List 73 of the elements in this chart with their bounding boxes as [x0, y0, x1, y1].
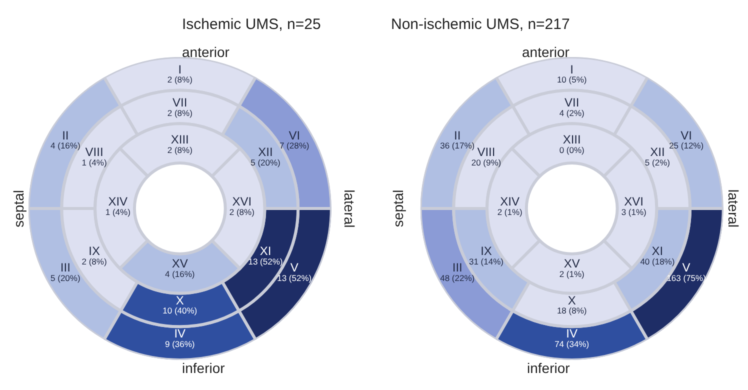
data-label: 1 (4%): [105, 206, 131, 217]
data-label: 5 (2%): [644, 157, 670, 168]
category-label: VII: [172, 96, 188, 110]
category-label: X: [176, 293, 184, 308]
data-label: 10 (5%): [556, 74, 587, 85]
text: inferior: [527, 360, 570, 376]
data-label: 0 (0%): [559, 144, 585, 155]
category-label: XVI: [624, 194, 644, 208]
category-label: XII: [258, 145, 273, 160]
category-label: VIII: [85, 145, 104, 160]
text: Non-ischemic UMS, n=217: [391, 16, 570, 33]
data-label: 20 (9%): [471, 157, 502, 168]
category-label: XV: [564, 256, 580, 270]
data-label: 9 (36%): [165, 339, 195, 350]
data-label: 2 (8%): [167, 74, 193, 85]
category-label: XIV: [108, 194, 128, 208]
text: septal: [10, 190, 26, 228]
category-label: I: [178, 62, 182, 76]
data-label: 2 (8%): [82, 256, 107, 266]
category-label: XV: [172, 256, 188, 270]
category-label: V: [682, 260, 690, 275]
category-label: XI: [260, 244, 272, 258]
text: lateral: [726, 189, 742, 228]
data-label: 2 (8%): [167, 144, 193, 155]
data-label: 31 (14%): [468, 256, 504, 266]
data-label: 36 (17%): [440, 140, 475, 151]
text: Ischemic UMS, n=25: [182, 16, 321, 33]
data-label: 18 (8%): [556, 306, 587, 316]
text: inferior: [182, 360, 226, 376]
category-label: VI: [680, 128, 692, 142]
data-label: 4 (2%): [559, 108, 585, 118]
category-label: IV: [174, 326, 186, 341]
category-label: II: [62, 128, 69, 142]
data-label: 2 (1%): [559, 268, 585, 279]
category-label: II: [454, 128, 461, 142]
data-label: 5 (20%): [50, 272, 80, 283]
data-label: 3 (1%): [621, 206, 647, 217]
text: anterior: [182, 44, 230, 60]
data-label: 10 (40%): [162, 306, 198, 316]
data-label: 4 (16%): [50, 140, 80, 151]
data-label: 2 (8%): [229, 206, 255, 217]
data-label: 13 (52%): [248, 256, 283, 266]
data-label: 1 (4%): [82, 157, 107, 168]
data-label: 2 (8%): [167, 108, 193, 118]
category-label: V: [290, 260, 298, 275]
data-label: 7 (28%): [279, 140, 310, 151]
category-label: X: [568, 293, 576, 308]
data-label: 4 (16%): [165, 268, 195, 279]
category-label: VIII: [477, 145, 496, 160]
category-label: I: [570, 62, 574, 76]
category-label: XVI: [232, 194, 252, 208]
category-label: III: [452, 260, 462, 275]
data-label: 13 (52%): [277, 272, 312, 283]
data-label: 74 (34%): [554, 339, 590, 350]
category-label: IX: [88, 244, 100, 258]
data-label: 25 (12%): [669, 140, 704, 151]
category-label: XI: [652, 244, 664, 258]
data-label: 5 (20%): [250, 157, 281, 168]
category-label: XII: [650, 145, 665, 160]
category-label: XIII: [562, 132, 581, 146]
text: lateral: [341, 190, 358, 228]
category-label: IV: [566, 326, 578, 341]
category-label: IX: [480, 244, 492, 258]
text: anterior: [522, 44, 570, 60]
data-label: 40 (18%): [640, 256, 675, 266]
category-label: VII: [564, 96, 580, 110]
category-label: XIV: [500, 194, 520, 208]
data-label: 48 (22%): [440, 272, 475, 283]
category-label: XIII: [170, 132, 189, 146]
category-label: III: [60, 260, 70, 275]
data-label: 2 (1%): [497, 206, 523, 217]
text: septal: [390, 190, 406, 228]
category-label: VI: [288, 128, 300, 142]
